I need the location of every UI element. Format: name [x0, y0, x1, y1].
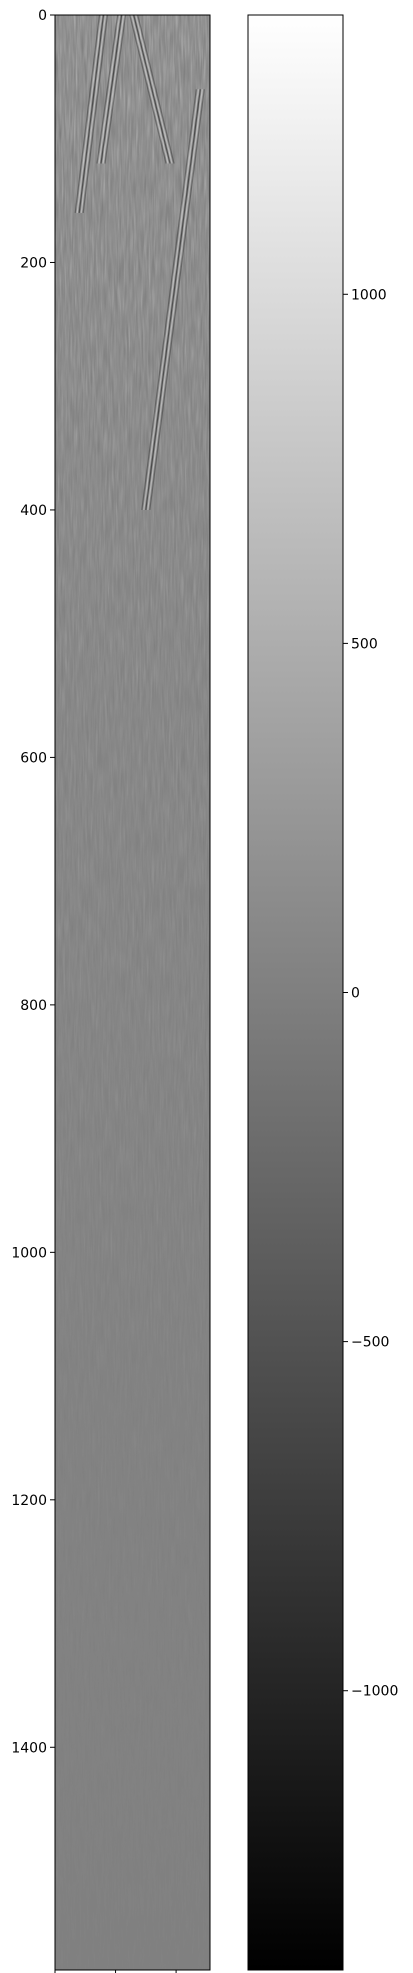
- y-tick-label: 0: [38, 8, 47, 24]
- colorbar-gradient: [248, 15, 343, 1970]
- colorbar-tick-label: 500: [351, 636, 378, 652]
- event-line-3: [141, 89, 197, 511]
- colorbar: −1000 −500 0 500 1000: [247, 14, 398, 1971]
- image-texture: [55, 15, 210, 1970]
- event-line-0: [80, 15, 107, 214]
- event-lines: [74, 15, 205, 511]
- image-frame: [54, 14, 211, 1971]
- y-axis: 0 200 400 600 800 1000 1200 1400: [11, 8, 55, 1756]
- event-line-2: [129, 15, 167, 164]
- event-line-3: [147, 89, 203, 511]
- y-tick-label: 1400: [11, 1740, 47, 1756]
- event-line-0: [74, 15, 101, 214]
- event-line-3: [149, 89, 205, 511]
- event-line-1: [102, 15, 125, 164]
- colorbar-tick-label: 0: [351, 986, 360, 1002]
- event-line-2: [135, 15, 173, 164]
- event-line-2: [133, 15, 171, 164]
- event-line-0: [82, 15, 109, 214]
- event-line-0: [78, 15, 105, 214]
- y-tick-label: 200: [20, 255, 47, 271]
- y-tick-label: 1200: [11, 1493, 47, 1509]
- event-line-0: [76, 15, 103, 214]
- image-plot-area: [55, 15, 210, 1970]
- event-line-2: [137, 15, 175, 164]
- y-tick-label: 1000: [11, 1245, 47, 1261]
- y-tick-label: 600: [20, 750, 47, 766]
- event-line-3: [143, 89, 199, 511]
- y-tick-label: 400: [20, 503, 47, 519]
- event-line-2: [131, 15, 169, 164]
- event-line-1: [96, 15, 119, 164]
- event-line-1: [104, 15, 127, 164]
- y-tick-label: 800: [20, 998, 47, 1014]
- colorbar-axis: −1000 −500 0 500 1000: [343, 287, 398, 1700]
- colorbar-tick-label: 1000: [351, 287, 387, 303]
- event-line-1: [100, 15, 123, 164]
- event-line-3: [145, 89, 201, 511]
- colorbar-tick-label: −500: [351, 1335, 389, 1351]
- event-line-1: [98, 15, 121, 164]
- colorbar-tick-label: −1000: [351, 1684, 398, 1700]
